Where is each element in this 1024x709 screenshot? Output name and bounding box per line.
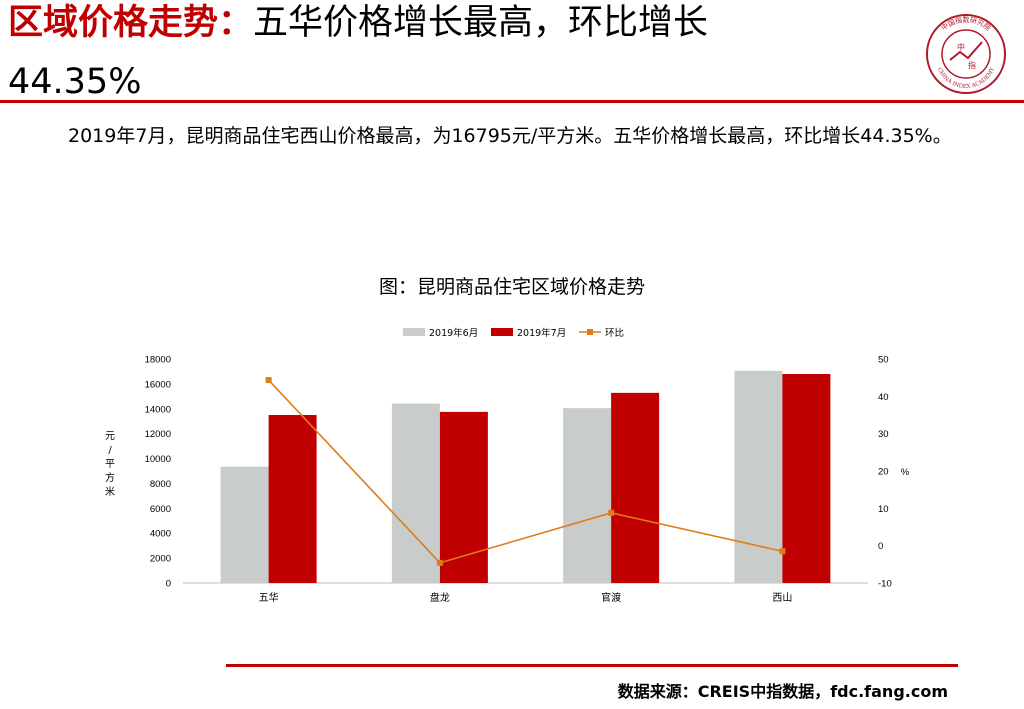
legend-marker [587, 329, 593, 335]
category-label: 五华 [259, 591, 279, 604]
left-axis-label-char: 米 [105, 485, 115, 498]
right-tick-label: -10 [878, 579, 892, 590]
chart-title: 图：昆明商品住宅区域价格走势 [378, 276, 645, 298]
left-tick-label: 4000 [150, 529, 171, 540]
bar-july [611, 392, 660, 583]
bar-july [439, 411, 488, 583]
bar-june [734, 370, 783, 583]
bar-june [220, 466, 269, 583]
left-tick-label: 14000 [145, 404, 171, 415]
mom-change-point [265, 377, 272, 384]
right-tick-label: 0 [878, 541, 883, 552]
category-label: 官渡 [601, 591, 621, 604]
china-index-academy-logo: 中 指 中国指数研究院 CHINA INDEX ACADEMY [926, 14, 1006, 94]
footer-divider [226, 664, 958, 667]
left-tick-label: 12000 [145, 429, 171, 440]
title-percent: 44.35% [8, 62, 142, 102]
title-headline: 五华价格增长最高，环比增长 [253, 3, 709, 43]
svg-text:中: 中 [957, 42, 965, 52]
bar-june [391, 403, 440, 583]
left-axis-label-char: 平 [105, 459, 115, 470]
right-tick-label: 40 [878, 392, 889, 403]
bar-july [268, 415, 317, 583]
legend-label: 2019年7月 [517, 327, 566, 339]
left-axis-label-char: 方 [105, 471, 115, 484]
left-axis-label-char: / [108, 445, 112, 456]
data-source: 数据来源：CREIS中指数据，fdc.fang.com [617, 682, 948, 701]
left-tick-label: 0 [166, 579, 171, 590]
left-axis-label-char: 元 [105, 431, 115, 442]
left-tick-label: 18000 [145, 355, 171, 366]
legend-swatch [491, 328, 513, 336]
left-tick-label: 2000 [150, 554, 171, 565]
right-tick-label: 50 [878, 355, 889, 366]
page-title: 区域价格走势：五华价格增长最高，环比增长 [8, 4, 908, 42]
header-divider [0, 100, 1024, 103]
left-tick-label: 10000 [145, 454, 171, 465]
right-axis-label: % [901, 467, 910, 478]
bar-july [782, 373, 831, 583]
legend-label: 2019年6月 [429, 327, 478, 339]
chart-legend: 2019年6月 2019年7月 环比 [403, 327, 624, 339]
legend-swatch [403, 328, 425, 336]
price-trend-chart: 2019年6月 2019年7月 环比 0 2000 4000 6000 8000 10000 1… [105, 327, 910, 605]
left-tick-label: 6000 [150, 504, 171, 515]
mom-change-point [779, 548, 786, 555]
category-label: 西山 [772, 592, 792, 604]
svg-text:指: 指 [968, 60, 976, 70]
title-topic: 区域价格走势： [8, 3, 254, 43]
summary-text: 2019年7月，昆明商品住宅西山价格最高，为16795元/平方米。五华价格增长最… [68, 125, 952, 147]
category-label: 盘龙 [430, 591, 450, 604]
mom-change-line [268, 379, 783, 564]
mom-change-point [436, 559, 443, 566]
left-tick-label: 16000 [145, 379, 171, 390]
legend-label: 环比 [605, 327, 624, 339]
right-tick-label: 20 [878, 467, 889, 478]
left-tick-label: 8000 [150, 479, 171, 490]
bar-june [563, 408, 612, 583]
chart-plot-area: 0 2000 4000 6000 8000 10000 12000 14000 16000 180… [105, 355, 910, 605]
right-tick-label: 30 [878, 429, 889, 440]
right-tick-label: 10 [878, 504, 889, 515]
mom-change-point [608, 509, 615, 516]
